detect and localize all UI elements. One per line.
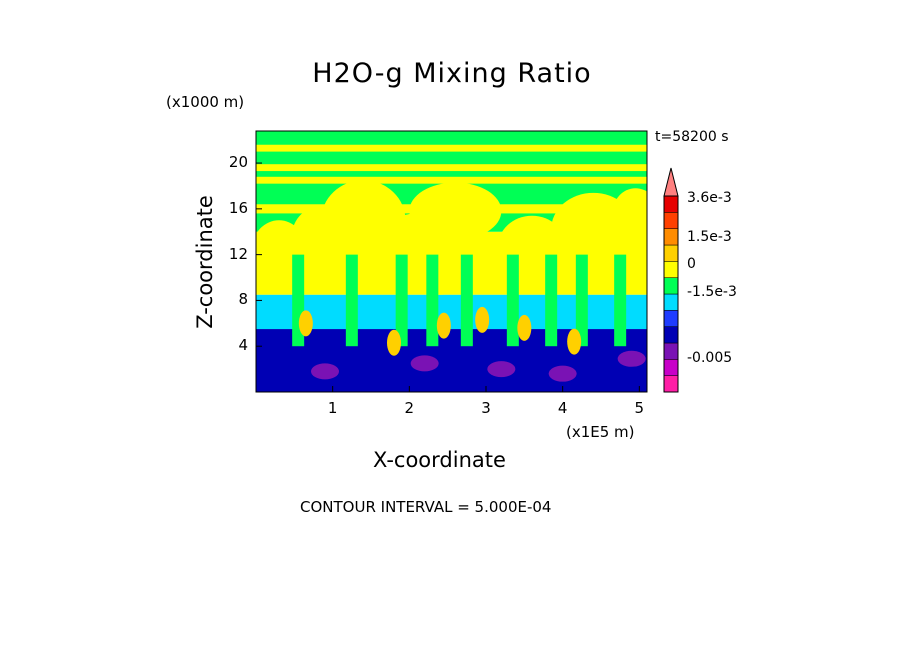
time-label: t=58200 s bbox=[655, 129, 729, 145]
colorbar-segment-0 bbox=[663, 375, 679, 393]
purple-patch-2 bbox=[487, 361, 516, 378]
colorbar-segment-10 bbox=[663, 212, 679, 229]
colorbar-segment-3 bbox=[663, 326, 679, 344]
yellow-blob-4 bbox=[409, 182, 502, 240]
x-tick-label: 3 bbox=[481, 399, 491, 417]
chart-title: H2O-g Mixing Ratio bbox=[312, 58, 592, 89]
upper-stratum-1 bbox=[256, 176, 647, 184]
yellow-blob-9 bbox=[401, 260, 479, 295]
green-plume-6 bbox=[545, 254, 558, 347]
purple-patch-0 bbox=[311, 363, 339, 380]
x-tick-label: 4 bbox=[557, 399, 568, 417]
x-tick-label: 5 bbox=[634, 399, 645, 417]
colorbar-frame bbox=[663, 195, 679, 393]
upper-stratum-2 bbox=[256, 164, 647, 172]
green-plume-2 bbox=[395, 254, 408, 347]
green-plume-7 bbox=[575, 254, 588, 347]
colorbar-segment-7 bbox=[663, 261, 679, 278]
field-band-0 bbox=[256, 329, 647, 392]
heatmap-field bbox=[256, 131, 647, 392]
y-tick-label: 4 bbox=[238, 336, 248, 355]
field-band-1 bbox=[256, 294, 647, 330]
plot-frame bbox=[255, 130, 648, 393]
x-axis-label: X-coordinate bbox=[373, 448, 506, 472]
orange-updraft-1 bbox=[387, 329, 401, 356]
purple-patch-3 bbox=[548, 365, 577, 382]
colorbar-segment-2 bbox=[663, 342, 679, 360]
colorbar-label: -0.005 bbox=[687, 350, 733, 366]
y-tick-label: 12 bbox=[228, 244, 248, 263]
colorbar-label: 3.6e-3 bbox=[687, 190, 732, 206]
x-tick-label: 2 bbox=[404, 399, 415, 417]
colorbar-segment-8 bbox=[663, 244, 679, 262]
orange-updraft-4 bbox=[517, 314, 532, 341]
orange-updraft-5 bbox=[567, 328, 582, 355]
green-plume-8 bbox=[614, 254, 627, 347]
colorbar-label: -1.5e-3 bbox=[687, 284, 737, 300]
green-plume-1 bbox=[345, 254, 358, 347]
colorbar-segment-6 bbox=[663, 277, 679, 295]
green-plume-3 bbox=[426, 254, 439, 347]
colorbar-segment-5 bbox=[663, 293, 679, 311]
colorbar-arrow bbox=[663, 167, 679, 197]
green-plume-4 bbox=[460, 254, 473, 347]
upper-stratum-3 bbox=[256, 144, 647, 152]
y-tick-label: 16 bbox=[228, 198, 248, 217]
colorbar-segment-1 bbox=[663, 359, 679, 376]
colorbar-segment-9 bbox=[663, 228, 679, 246]
orange-updraft-0 bbox=[298, 310, 313, 337]
orange-updraft-3 bbox=[475, 306, 490, 333]
purple-patch-1 bbox=[410, 355, 439, 372]
x-tick-label: 1 bbox=[327, 399, 338, 417]
orange-updraft-2 bbox=[436, 312, 451, 339]
yellow-blob-8 bbox=[612, 188, 647, 239]
z-scale-note: (x1000 m) bbox=[166, 93, 245, 111]
x-scale-note: (x1E5 m) bbox=[566, 423, 635, 441]
y-tick-label: 8 bbox=[238, 290, 248, 309]
colorbar-label: 1.5e-3 bbox=[687, 229, 732, 245]
green-plume-5 bbox=[506, 254, 519, 347]
colorbar-label: 0 bbox=[687, 256, 696, 272]
y-tick-label: 20 bbox=[228, 153, 248, 172]
purple-patch-4 bbox=[617, 350, 646, 367]
contour-interval-note: CONTOUR INTERVAL = 5.000E-04 bbox=[300, 498, 552, 516]
colorbar-segment-4 bbox=[663, 310, 679, 327]
colorbar-segment-11 bbox=[663, 195, 679, 213]
